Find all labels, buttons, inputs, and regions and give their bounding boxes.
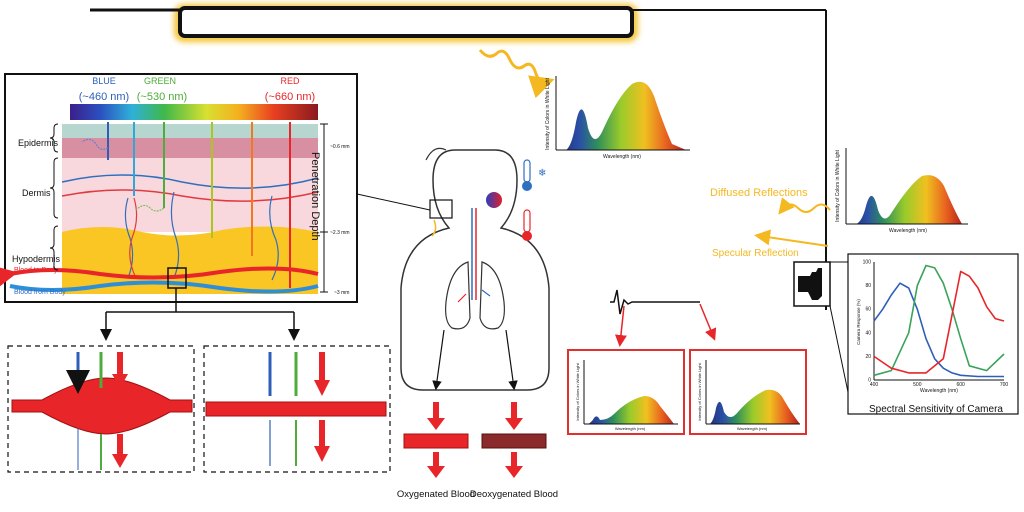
dermis-brace (49, 157, 59, 219)
oxygenated-blood-diagram: Oxygenated Blood (397, 402, 475, 500)
specular-reflection-label: Specular Reflection (712, 248, 799, 259)
epidermis-layer (62, 124, 318, 138)
svg-text:❄: ❄ (538, 168, 546, 179)
reflected-spectrum-xlabel: Wavelength (nm) (889, 228, 927, 234)
blood-to-body-label: Blood to Body (14, 267, 58, 274)
zoom-region-box (167, 267, 187, 289)
measurement-region-box (429, 199, 453, 219)
ppg-waveform (610, 289, 700, 315)
ox-spectrum-xlabel: Wavelength (nm) (615, 426, 646, 431)
camera-x-tick-label: 700 (1000, 382, 1009, 388)
red-channel-curve (873, 270, 1005, 374)
deoxygenated-blood-label: Deoxygenated Blood (470, 489, 558, 500)
cold-thermometer-icon: ❄ (522, 159, 546, 191)
reflected-spectrum-chart: Intensity of Colors in White Light Wavel… (835, 148, 968, 234)
hypodermis-label: Hypodermis (12, 254, 61, 264)
scattered-green-light (135, 204, 165, 212)
reflected-spectrum-ylabel: Intensity of Colors in White Light (835, 150, 841, 222)
diffused-reflection-wave (778, 197, 831, 215)
depth-mark-3: ~3 mm (334, 290, 349, 296)
incident-spectrum-xlabel: Wavelength (nm) (603, 154, 641, 160)
camera-y-tick-label: 100 (863, 260, 872, 266)
dilated-vessel (11, 377, 193, 435)
camera-sensitivity-xlabel: Wavelength (nm) (920, 388, 958, 394)
oxygenated-blood-label: Oxygenated Blood (397, 489, 475, 500)
incident-spectrum-ylabel: Intensity of Colors in White Light (545, 78, 551, 150)
dilated-vessel-panel (7, 345, 195, 473)
capillary-mid (170, 191, 180, 279)
blood-from-body-label: Blood from Body (14, 289, 66, 296)
epidermis-brace (49, 123, 59, 153)
camera-y-tick-label: 0 (868, 378, 871, 384)
ox-spectrum-ylabel: Intensity of Colors in White Light (575, 362, 580, 420)
green-band-name: GREEN (144, 76, 176, 86)
ppg-signal (610, 289, 717, 347)
reflections-group: Diffused Reflections Specular Reflection (710, 187, 831, 259)
camera-sensitivity-ylabel: Camera Response (%) (856, 299, 861, 345)
deoxygenated-spectrum-box: Intensity of Colors in White Light Wavel… (689, 349, 807, 435)
penetration-depth-label: Penetration Depth (309, 152, 321, 241)
red-band-name: RED (280, 76, 300, 86)
right-lung (479, 261, 505, 330)
blue-band-name: BLUE (92, 76, 116, 86)
oxygenated-spectrum-box: Intensity of Colors in White Light Wavel… (567, 349, 685, 435)
red-band-wavelength: (~660 nm) (265, 91, 315, 103)
camera-sensor-icon (793, 261, 849, 393)
camera-x-tick-label: 600 (956, 382, 965, 388)
specular-reflection-line (754, 229, 829, 247)
zoom-connectors (100, 193, 431, 341)
constricted-vessel-panel (203, 345, 391, 473)
left-lung (445, 261, 471, 330)
incident-light-wave (478, 49, 555, 99)
camera-y-tick-label: 20 (865, 354, 871, 360)
blue-band-wavelength: (~460 nm) (79, 91, 129, 103)
epidermis-label: Epidermis (18, 138, 59, 148)
skin-cross-section-panel: BLUE (~460 nm) GREEN (~530 nm) RED (~660… (0, 73, 358, 303)
hypodermis-brace (49, 225, 59, 271)
constricted-vessel (205, 401, 387, 417)
blood-to-body-vessel (0, 263, 319, 295)
camera-sensitivity-title: Spectral Sensitivity of Camera (869, 404, 1003, 415)
deox-spectrum-xlabel: Wavelength (nm) (737, 426, 768, 431)
visible-spectrum-bar (70, 104, 318, 120)
human-body-outline (400, 149, 550, 391)
dermis-label: Dermis (22, 188, 51, 198)
blood-from-body-vessel (9, 280, 319, 294)
camera-y-tick-label: 60 (865, 307, 871, 313)
diffused-reflections-label: Diffused Reflections (710, 187, 808, 199)
camera-y-tick-label: 80 (865, 283, 871, 289)
camera-y-tick-label: 40 (865, 330, 871, 336)
blue-channel-curve (873, 282, 1004, 378)
green-band-wavelength: (~530 nm) (137, 91, 187, 103)
light-source-lamp (90, 4, 827, 310)
depth-mark-2: ~2.3 mm (330, 230, 350, 236)
green-channel-curve (873, 264, 1005, 377)
deoxygenated-blood-diagram: Deoxygenated Blood (470, 402, 558, 500)
hot-thermometer-icon (522, 209, 532, 241)
depth-mark-1: ~0.6 mm (330, 144, 350, 150)
camera-x-tick-label: 400 (870, 382, 879, 388)
deox-spectrum-ylabel: Intensity of Colors in White Light (697, 362, 702, 420)
camera-x-tick-label: 500 (913, 382, 922, 388)
incident-spectrum-chart: Intensity of Colors in White Light Wavel… (545, 76, 690, 160)
camera-chart-series (873, 264, 1005, 378)
dermal-vessel-red (61, 189, 319, 202)
scattered-blue-light (81, 138, 109, 150)
face-temperature-gradient (486, 192, 502, 208)
dermis-layer (62, 158, 318, 232)
epidermis-ridges (62, 138, 318, 161)
dermal-vessel-blue (61, 174, 319, 189)
camera-sensitivity-panel: Camera Response (%) Wavelength (nm) Spec… (847, 253, 1019, 415)
human-figure (400, 147, 550, 391)
